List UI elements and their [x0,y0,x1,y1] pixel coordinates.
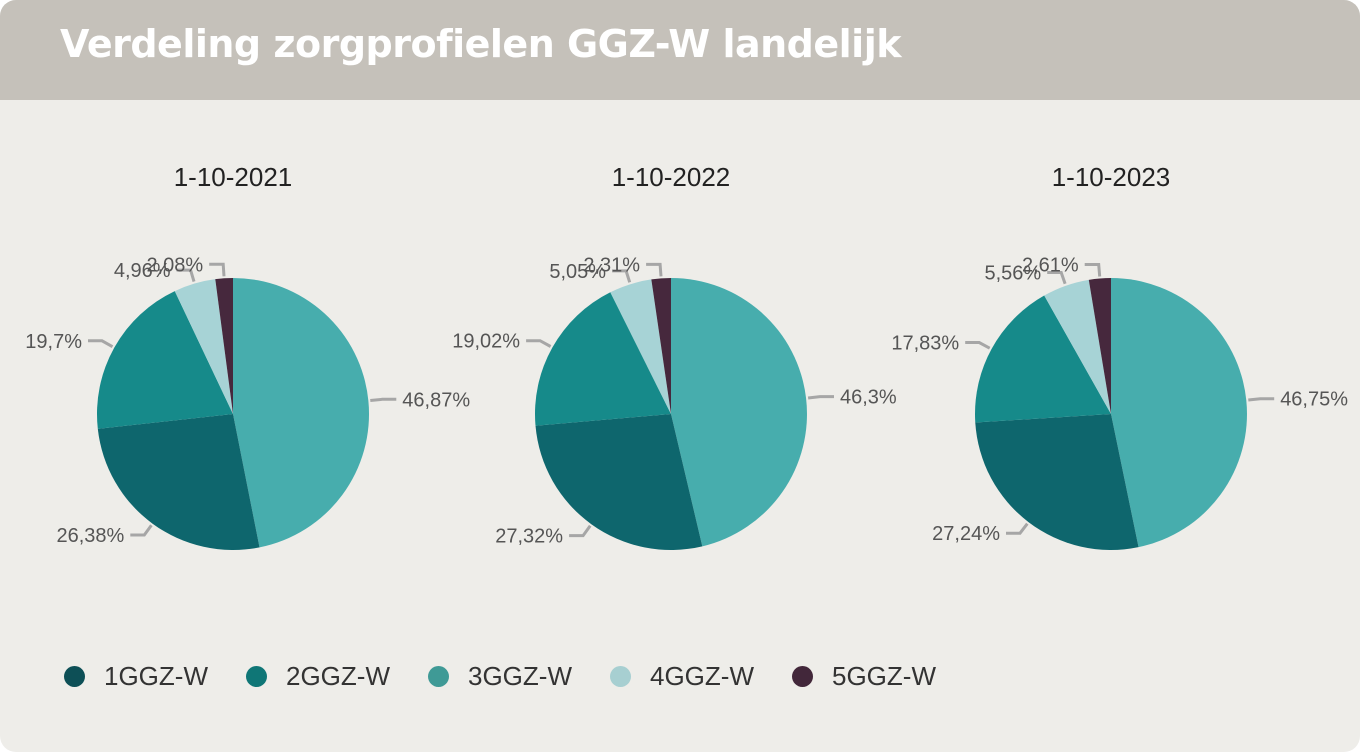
leader-line [569,524,592,538]
legend: 1GGZ-W 2GGZ-W 3GGZ-W 4GGZ-W 5GGZ-W [64,660,974,692]
leader-line [176,268,196,283]
leader-line [209,262,226,277]
data-label: 19,7% [25,331,82,353]
leader-line [807,395,834,400]
data-label: 4,96% [114,260,171,282]
leader-line [1006,522,1029,535]
pie-slice-3ggz-w[interactable] [233,278,370,548]
data-label: 2,08% [146,254,203,276]
data-label: 27,24% [932,523,1000,545]
pie-charts-area: 1-10-202146,87%26,38%19,7%4,96%2,08%1-10… [25,162,1348,551]
leader-line [965,341,991,350]
chart-title: 1-10-2021 [174,162,293,192]
data-label: 19,02% [452,331,520,353]
legend-swatch [792,665,813,687]
pie-chart-2: 1-10-2022 46,3% 27,32% 19,02% 5,05%2,31% [452,162,897,550]
data-label: 26,38% [56,525,124,547]
leader-line [1248,397,1275,402]
data-label: 27,32% [495,526,563,548]
pie-slice-1ggz-w[interactable] [975,414,1139,550]
data-label: 46,87% [402,389,470,411]
pie-chart-1: 1-10-2021 46,87% 26,38% 19,7% 4,96%2,08% [25,162,470,551]
pie-chart-3: 1-10-2023 46,75% 27,24% 17,83% 5,56%2,61% [891,162,1348,550]
legend-item-1ggz-w[interactable]: 1GGZ-W [64,661,208,692]
leader-line [612,269,632,283]
leader-line [646,262,663,277]
data-label: 5,05% [549,261,606,283]
legend-item-5ggz-w[interactable]: 5GGZ-W [792,661,936,692]
pie-slice-4ggz-w[interactable] [1044,279,1111,414]
leader-line [370,397,397,402]
page-title: Verdeling zorgprofielen GGZ-W landelijk [60,22,902,66]
pie-slice-5ggz-w[interactable] [651,278,671,414]
leader-line [526,339,552,348]
legend-label: 2GGZ-W [286,660,390,691]
data-label: 46,75% [1280,389,1348,411]
legend-item-3ggz-w[interactable]: 3GGZ-W [428,661,572,692]
legend-swatch [246,665,267,687]
legend-label: 5GGZ-W [832,660,936,691]
pie-slice-2ggz-w[interactable] [96,291,233,429]
pie-slice-4ggz-w[interactable] [174,279,233,414]
data-label: 17,83% [891,333,959,355]
legend-item-2ggz-w[interactable]: 2GGZ-W [246,661,390,692]
leader-line [1047,271,1067,285]
pie-slice-1ggz-w[interactable] [97,414,260,551]
legend-label: 4GGZ-W [650,660,754,691]
header-bar: Verdeling zorgprofielen GGZ-W landelijk [0,0,1360,100]
pie-slice-3ggz-w[interactable] [1111,278,1247,548]
data-label: 2,31% [583,254,640,276]
pie-slice-2ggz-w[interactable] [534,292,671,426]
legend-swatch [64,665,85,687]
leader-line [1084,263,1102,277]
legend-label: 3GGZ-W [468,660,572,691]
pie-slice-1ggz-w[interactable] [535,414,703,550]
legend-label: 1GGZ-W [104,660,208,691]
data-label: 2,61% [1022,255,1079,277]
legend-item-4ggz-w[interactable]: 4GGZ-W [610,661,754,692]
pie-slice-2ggz-w[interactable] [975,295,1111,423]
legend-swatch [428,665,449,687]
pie-slice-4ggz-w[interactable] [610,279,671,414]
pie-slice-5ggz-w[interactable] [215,278,233,414]
legend-swatch [610,665,631,687]
leader-line [130,524,153,537]
leader-line [88,339,114,349]
chart-title: 1-10-2023 [1052,162,1171,192]
chart-title: 1-10-2022 [612,162,731,192]
pie-slice-5ggz-w[interactable] [1088,278,1111,414]
pie-slice-3ggz-w[interactable] [671,278,807,547]
data-label: 5,56% [984,263,1041,285]
data-label: 46,3% [840,387,897,409]
